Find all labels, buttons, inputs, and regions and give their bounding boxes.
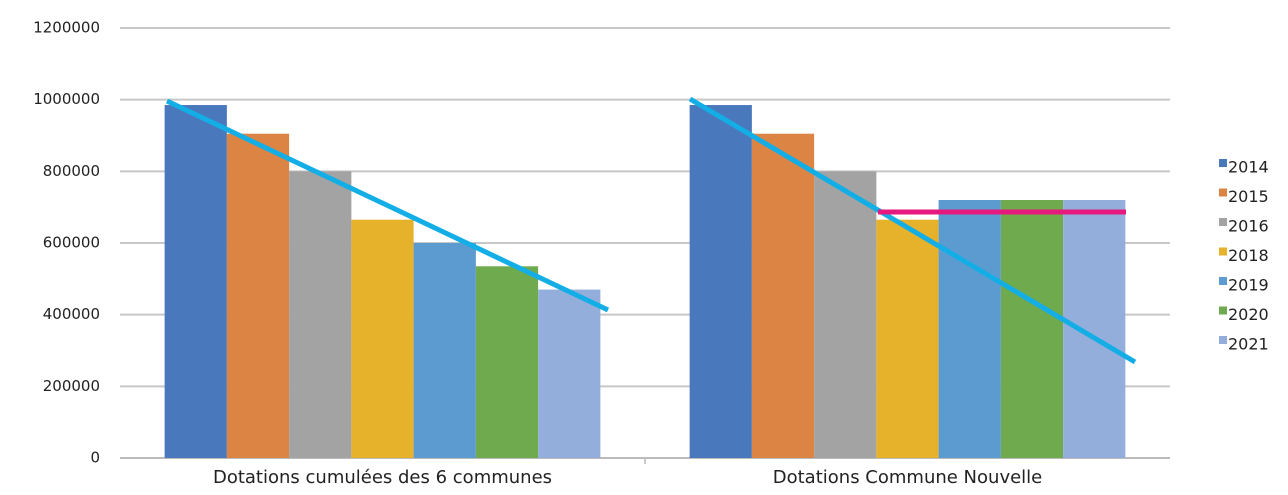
x-tick-label: Dotations Commune Nouvelle	[773, 467, 1043, 488]
bar	[938, 200, 1001, 458]
legend-label: 2019	[1228, 276, 1269, 295]
legend-swatch	[1219, 306, 1227, 315]
legend-swatch	[1219, 159, 1227, 167]
legend-label: 2021	[1228, 335, 1269, 354]
bar	[538, 289, 601, 458]
bar	[226, 133, 290, 459]
legend-swatch	[1219, 188, 1227, 197]
y-tick-label: 600000	[43, 234, 100, 252]
bar	[351, 219, 414, 458]
bar	[814, 171, 877, 459]
bar	[475, 266, 539, 458]
legend-label: 2015	[1228, 187, 1269, 206]
annotations	[165, 96, 1137, 365]
y-tick-label: 200000	[43, 377, 100, 395]
y-tick-label: 0	[90, 449, 100, 467]
bar	[164, 105, 227, 459]
bar	[689, 105, 752, 459]
legend-label: 2018	[1228, 246, 1269, 265]
y-tick-label: 1000000	[33, 90, 100, 108]
legend-label: 2014	[1228, 158, 1269, 177]
y-tick-label: 800000	[43, 162, 100, 180]
y-tick-label: 1200000	[33, 19, 100, 37]
bar	[1000, 200, 1064, 458]
y-tick-label: 400000	[43, 305, 100, 323]
legend-label: 2020	[1228, 305, 1269, 324]
legend-swatch	[1219, 336, 1227, 344]
legend-swatch	[1219, 277, 1227, 285]
trend-line	[165, 98, 610, 313]
bar	[1063, 200, 1126, 458]
bar	[751, 133, 815, 459]
x-tick-label: Dotations cumulées des 6 communes	[213, 467, 552, 488]
legend-swatch	[1219, 218, 1227, 226]
bar	[289, 171, 352, 459]
legend-label: 2016	[1228, 217, 1269, 236]
legend-swatch	[1219, 247, 1227, 256]
trend-line	[688, 96, 1137, 365]
bar	[876, 219, 939, 458]
bar	[413, 243, 476, 458]
